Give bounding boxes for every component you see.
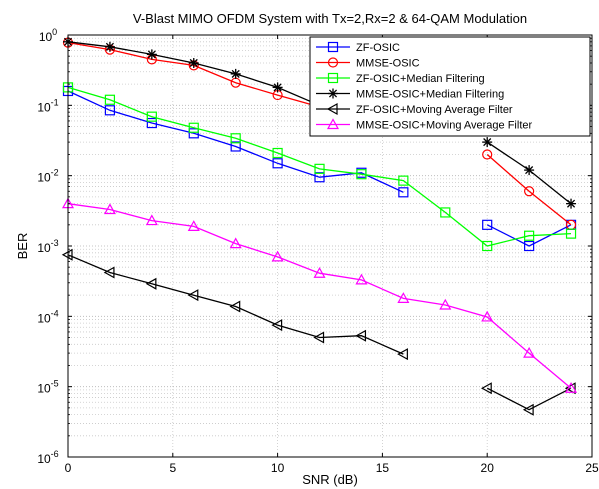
x-tick-label: 20 bbox=[481, 461, 495, 475]
series-line bbox=[67, 90, 404, 193]
data-point-marker bbox=[145, 214, 158, 226]
data-point-marker bbox=[188, 122, 199, 133]
x-tick-label: 5 bbox=[169, 461, 176, 475]
series-3 bbox=[62, 82, 577, 252]
data-point-marker bbox=[230, 68, 241, 79]
marker-stroke bbox=[525, 166, 534, 175]
data-point-marker bbox=[397, 348, 408, 361]
series-6 bbox=[61, 197, 578, 393]
data-point-marker bbox=[482, 137, 493, 148]
series-5 bbox=[61, 248, 576, 416]
series-line bbox=[67, 86, 572, 247]
legend-box bbox=[309, 36, 591, 137]
data-point-marker bbox=[313, 331, 325, 344]
series-line bbox=[486, 224, 572, 247]
legend-entry-label: MMSE-OSIC bbox=[356, 58, 420, 70]
series-line bbox=[486, 387, 572, 411]
data-point-marker bbox=[482, 240, 493, 252]
data-point-marker bbox=[104, 41, 115, 52]
marker-stroke bbox=[231, 69, 240, 78]
chart-title: V-Blast MIMO OFDM System with Tx=2,Rx=2 … bbox=[133, 11, 527, 26]
data-point-marker bbox=[326, 118, 340, 130]
data-point-marker bbox=[523, 346, 536, 358]
data-point-marker bbox=[355, 329, 367, 342]
marker-stroke bbox=[273, 83, 282, 92]
data-point-marker bbox=[439, 298, 452, 310]
data-point-marker bbox=[327, 57, 339, 68]
data-point-marker bbox=[326, 102, 338, 116]
marker-stroke bbox=[566, 199, 576, 208]
marker-stroke bbox=[189, 58, 198, 68]
x-axis-label: SNR (dB) bbox=[302, 472, 358, 487]
data-point-marker bbox=[328, 88, 338, 99]
series-line bbox=[486, 154, 572, 226]
data-point-marker bbox=[187, 289, 199, 302]
data-point-marker bbox=[482, 149, 493, 160]
data-point-marker bbox=[565, 381, 578, 393]
data-point-marker bbox=[480, 382, 492, 395]
series-line bbox=[67, 254, 404, 355]
y-axis-label: BER bbox=[15, 233, 30, 260]
data-point-marker bbox=[187, 220, 200, 231]
data-point-marker bbox=[272, 158, 283, 169]
data-point-marker bbox=[229, 300, 241, 313]
data-point-marker bbox=[440, 207, 451, 218]
legend-entry-label: ZF-OSIC bbox=[356, 42, 400, 54]
data-point-marker bbox=[145, 277, 157, 290]
data-point-marker bbox=[524, 240, 535, 252]
x-tick-label: 10 bbox=[271, 461, 285, 475]
data-point-marker bbox=[481, 310, 494, 322]
data-point-marker bbox=[313, 266, 326, 278]
marker-stroke bbox=[105, 42, 114, 51]
series-line bbox=[67, 203, 572, 389]
data-point-marker bbox=[327, 72, 339, 84]
data-point-marker bbox=[398, 187, 409, 198]
x-tick-label: 25 bbox=[585, 461, 599, 475]
data-point-marker bbox=[188, 128, 199, 139]
data-point-marker bbox=[522, 403, 534, 416]
series-1 bbox=[62, 85, 577, 252]
data-point-marker bbox=[524, 186, 535, 197]
x-tick-label: 15 bbox=[376, 461, 390, 475]
marker-stroke bbox=[328, 89, 338, 98]
marker-stroke bbox=[147, 50, 156, 59]
data-point-marker bbox=[327, 41, 339, 53]
data-point-marker bbox=[314, 163, 325, 174]
data-point-marker bbox=[230, 133, 241, 144]
data-point-marker bbox=[397, 292, 410, 303]
data-point-marker bbox=[146, 111, 157, 122]
data-point-marker bbox=[524, 165, 535, 176]
legend-entry-label: ZF-OSIC+Median Filtering bbox=[356, 73, 485, 85]
data-point-marker bbox=[229, 237, 242, 249]
data-point-marker bbox=[146, 49, 157, 60]
data-point-marker bbox=[230, 141, 241, 152]
data-point-marker bbox=[398, 175, 409, 186]
data-point-marker bbox=[565, 228, 577, 239]
data-point-marker bbox=[271, 319, 283, 332]
marker-stroke bbox=[483, 138, 492, 147]
data-point-marker bbox=[272, 147, 283, 159]
data-point-marker bbox=[482, 219, 493, 230]
legend-entry-label: MMSE-OSIC+Moving Average Filter bbox=[356, 120, 532, 132]
data-point-marker bbox=[564, 382, 576, 395]
data-point-marker bbox=[272, 82, 283, 93]
data-point-marker bbox=[104, 105, 116, 116]
data-point-marker bbox=[271, 250, 284, 262]
data-point-marker bbox=[355, 273, 368, 285]
x-tick-label: 0 bbox=[65, 461, 72, 475]
data-point-marker bbox=[356, 169, 367, 180]
data-point-marker bbox=[524, 230, 535, 241]
legend-entry-label: MMSE-OSIC+Median Filtering bbox=[356, 89, 504, 101]
data-point-marker bbox=[104, 94, 116, 105]
data-point-marker bbox=[314, 172, 325, 183]
data-point-marker bbox=[566, 198, 577, 209]
data-point-marker bbox=[146, 117, 157, 129]
data-point-marker bbox=[103, 203, 116, 215]
data-point-marker bbox=[103, 266, 115, 279]
legend: ZF-OSIC MMSE-OSIC ZF-OSIC+Median Filtering… bbox=[309, 36, 591, 137]
legend-entry-label: ZF-OSIC+Moving Average Filter bbox=[356, 104, 513, 116]
data-point-marker bbox=[188, 57, 199, 68]
